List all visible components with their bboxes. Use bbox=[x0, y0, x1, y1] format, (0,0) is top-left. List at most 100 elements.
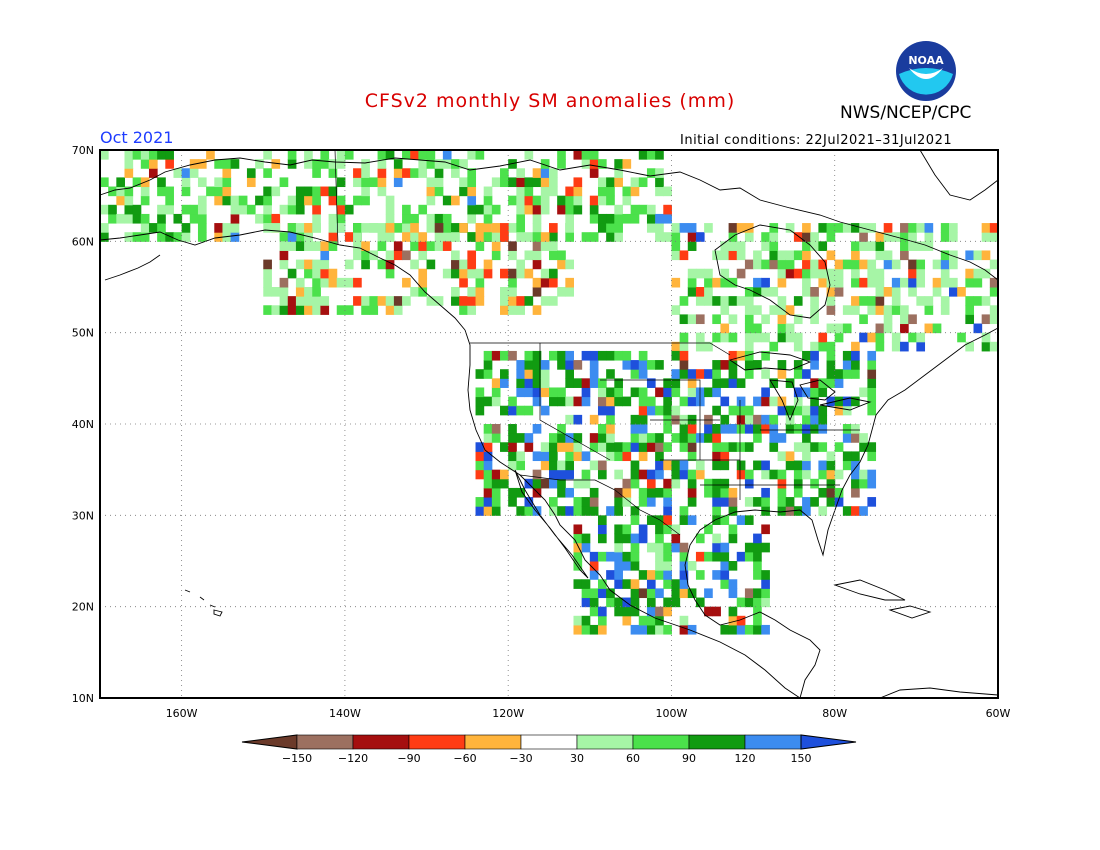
anomaly-cell bbox=[834, 259, 844, 270]
anomaly-cell bbox=[704, 369, 713, 379]
anomaly-cell bbox=[769, 259, 779, 270]
anomaly-cell bbox=[361, 159, 370, 169]
anomaly-cell bbox=[802, 442, 811, 452]
anomaly-cell bbox=[295, 204, 305, 215]
anomaly-cell bbox=[818, 469, 828, 480]
anomaly-cell bbox=[949, 232, 958, 242]
anomaly-cell bbox=[540, 369, 550, 379]
anomaly-cell bbox=[753, 259, 762, 270]
anomaly-cell bbox=[540, 186, 550, 197]
anomaly-cell bbox=[728, 487, 738, 498]
anomaly-cell bbox=[695, 369, 705, 379]
anomaly-cell bbox=[557, 204, 566, 215]
anomaly-cell bbox=[695, 232, 705, 242]
anomaly-cell bbox=[834, 369, 844, 379]
anomaly-cell bbox=[744, 478, 754, 489]
anomaly-cell bbox=[720, 268, 730, 279]
anomaly-cell bbox=[500, 232, 509, 242]
anomaly-cell bbox=[532, 213, 542, 224]
anomaly-cell bbox=[116, 177, 125, 188]
anomaly-cell bbox=[712, 506, 721, 516]
anomaly-cell bbox=[206, 186, 215, 197]
anomaly-cell bbox=[279, 204, 289, 215]
anomaly-cell bbox=[891, 277, 901, 288]
lon-label: 120W bbox=[492, 707, 524, 720]
anomaly-cell bbox=[557, 287, 566, 297]
anomaly-cell bbox=[753, 424, 762, 434]
anomaly-cell bbox=[402, 223, 411, 233]
anomaly-cell bbox=[271, 186, 281, 197]
anomaly-cell bbox=[622, 195, 632, 206]
anomaly-cell bbox=[785, 305, 795, 315]
anomaly-cell bbox=[908, 277, 917, 288]
anomaly-cell bbox=[818, 442, 828, 452]
anomaly-cell bbox=[589, 195, 599, 206]
anomaly-cell bbox=[720, 414, 730, 425]
anomaly-cell bbox=[557, 195, 566, 206]
anomaly-cell bbox=[818, 341, 828, 352]
anomaly-cell bbox=[361, 177, 370, 188]
anomaly-cell bbox=[148, 150, 158, 160]
anomaly-cell bbox=[655, 223, 664, 233]
anomaly-cell bbox=[353, 223, 362, 233]
anomaly-cell bbox=[663, 460, 672, 471]
anomaly-cell bbox=[859, 506, 868, 516]
anomaly-cell bbox=[663, 624, 672, 635]
anomaly-cell bbox=[622, 606, 632, 617]
anomaly-cell bbox=[679, 460, 689, 471]
anomaly-cell bbox=[532, 204, 542, 215]
anomaly-cell bbox=[589, 597, 599, 608]
anomaly-cell bbox=[630, 588, 640, 599]
anomaly-cell bbox=[606, 387, 615, 398]
anomaly-cell bbox=[949, 223, 958, 233]
anomaly-cell bbox=[728, 378, 738, 388]
anomaly-cell bbox=[483, 259, 493, 270]
anomaly-cell bbox=[540, 296, 550, 306]
anomaly-cell bbox=[222, 195, 232, 206]
anomaly-cell bbox=[459, 296, 468, 306]
anomaly-cell bbox=[565, 195, 574, 206]
anomaly-cell bbox=[949, 250, 958, 261]
anomaly-cell bbox=[826, 296, 836, 306]
anomaly-cell bbox=[442, 150, 452, 160]
anomaly-cell bbox=[255, 213, 264, 224]
anomaly-cell bbox=[736, 223, 746, 233]
anomaly-cell bbox=[842, 433, 852, 443]
anomaly-cell bbox=[614, 533, 623, 544]
anomaly-cell bbox=[744, 469, 754, 480]
anomaly-cell bbox=[549, 442, 558, 452]
anomaly-cell bbox=[867, 350, 877, 361]
anomaly-cell bbox=[736, 405, 746, 416]
anomaly-cell bbox=[753, 606, 762, 617]
anomaly-cell bbox=[124, 150, 134, 160]
anomaly-cell bbox=[875, 241, 885, 251]
anomaly-cell bbox=[630, 387, 640, 398]
anomaly-cell bbox=[965, 268, 975, 279]
anomaly-cell bbox=[630, 478, 640, 489]
anomaly-cell bbox=[989, 259, 999, 270]
anomaly-cell bbox=[565, 469, 574, 480]
anomaly-cell bbox=[524, 506, 534, 516]
anomaly-cell bbox=[589, 369, 599, 379]
anomaly-cell bbox=[426, 213, 436, 224]
anomaly-cell bbox=[728, 277, 738, 288]
anomaly-cell bbox=[516, 451, 526, 462]
anomaly-cell bbox=[540, 204, 550, 215]
anomaly-cell bbox=[663, 542, 672, 553]
anomaly-cell bbox=[597, 424, 607, 434]
anomaly-cell bbox=[867, 396, 877, 407]
anomaly-cell bbox=[704, 551, 713, 562]
anomaly-cell bbox=[834, 442, 844, 452]
anomaly-cell bbox=[491, 506, 501, 516]
anomaly-cell bbox=[230, 195, 240, 206]
anomaly-cell bbox=[263, 268, 272, 279]
anomaly-cell bbox=[761, 497, 770, 507]
anomaly-cell bbox=[769, 250, 779, 261]
anomaly-cell bbox=[769, 287, 779, 297]
anomaly-cell bbox=[769, 232, 779, 242]
anomaly-cell bbox=[524, 186, 534, 197]
lon-label: 160W bbox=[166, 707, 198, 720]
anomaly-cell bbox=[475, 396, 485, 407]
anomaly-cell bbox=[671, 277, 681, 288]
anomaly-cell bbox=[108, 186, 117, 197]
